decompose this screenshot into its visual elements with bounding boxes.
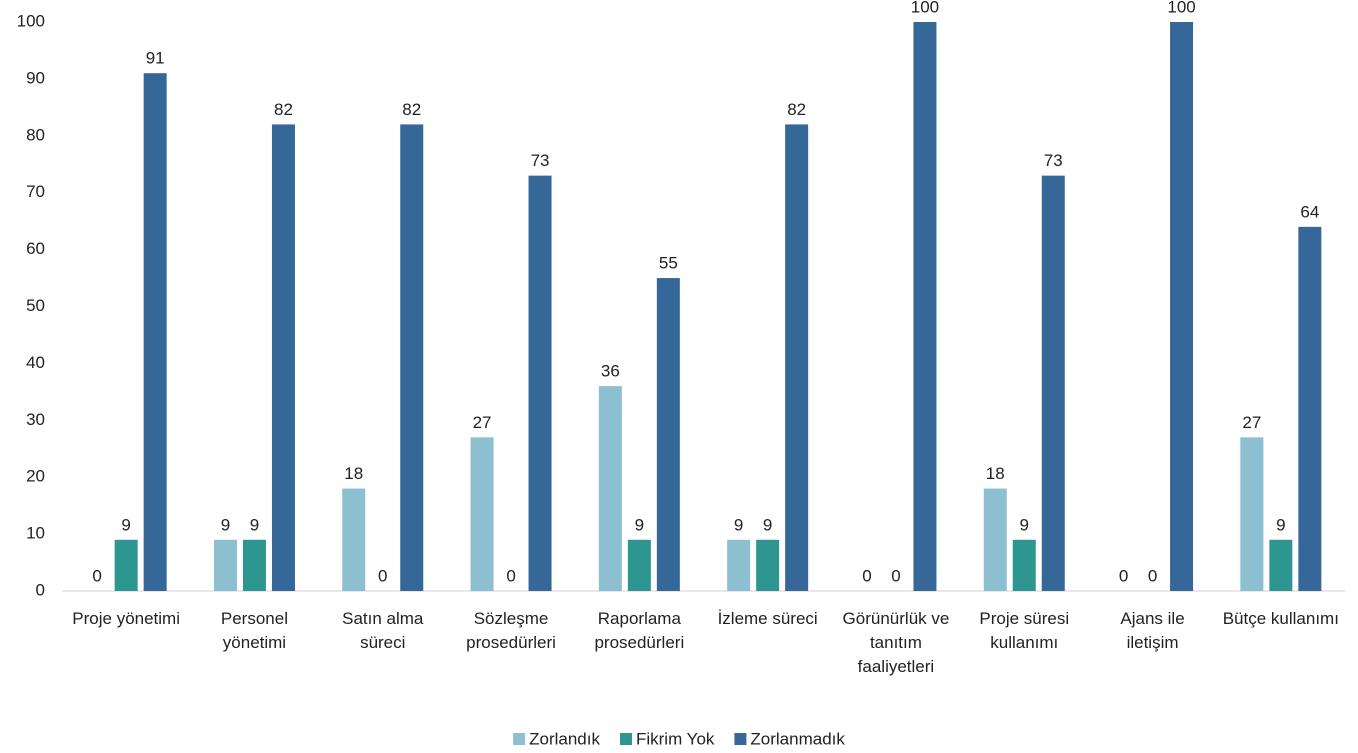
legend-swatch bbox=[619, 733, 632, 745]
bar bbox=[1240, 437, 1264, 591]
x-tick-label: Proje yönetimi bbox=[72, 609, 180, 628]
value-label: 27 bbox=[473, 413, 492, 432]
bar bbox=[242, 539, 266, 591]
value-label: 0 bbox=[506, 566, 515, 585]
bar bbox=[627, 539, 651, 591]
bar bbox=[913, 22, 937, 591]
bar bbox=[1012, 539, 1036, 591]
y-tick-label: 50 bbox=[26, 296, 45, 315]
y-tick-label: 70 bbox=[26, 182, 45, 201]
y-tick-label: 10 bbox=[26, 524, 45, 543]
bar bbox=[656, 278, 680, 591]
value-label: 0 bbox=[862, 566, 871, 585]
bar bbox=[1170, 22, 1194, 591]
bar bbox=[756, 539, 780, 591]
bar bbox=[528, 175, 552, 591]
value-label: 73 bbox=[1044, 151, 1063, 170]
bar bbox=[342, 488, 366, 591]
x-tick-label: Satın alma süreci bbox=[342, 609, 424, 652]
value-label: 0 bbox=[378, 566, 387, 585]
value-label: 0 bbox=[891, 566, 900, 585]
x-tick-label: Personel yönetimi bbox=[220, 609, 288, 652]
value-label: 9 bbox=[635, 515, 644, 534]
x-tick-label: Raporlama prosedürleri bbox=[594, 609, 685, 652]
y-tick-label: 60 bbox=[26, 239, 45, 258]
value-label: 9 bbox=[221, 515, 230, 534]
y-tick-label: 40 bbox=[26, 353, 45, 372]
value-label: 91 bbox=[146, 49, 165, 68]
y-tick-label: 90 bbox=[26, 68, 45, 87]
value-label: 82 bbox=[787, 100, 806, 119]
y-tick-label: 20 bbox=[26, 467, 45, 486]
x-tick-label: İzleme süreci bbox=[717, 609, 818, 628]
value-label: 55 bbox=[659, 254, 678, 273]
bar bbox=[727, 539, 751, 591]
x-tick-label: Bütçe kullanımı bbox=[1222, 609, 1339, 628]
value-label: 82 bbox=[402, 100, 421, 119]
value-label: 27 bbox=[1242, 413, 1261, 432]
bar bbox=[785, 124, 809, 592]
value-label: 73 bbox=[531, 151, 550, 170]
legend-label: Fikrim Yok bbox=[636, 729, 715, 748]
x-tick-label: Ajans ile iletişim bbox=[1120, 609, 1185, 652]
x-tick-label: Proje süresi kullanımı bbox=[979, 609, 1070, 652]
value-label: 18 bbox=[344, 464, 363, 483]
y-tick-label: 80 bbox=[26, 125, 45, 144]
x-tick-label: Sözleşme prosedürleri bbox=[466, 609, 556, 652]
value-label: 9 bbox=[763, 515, 772, 534]
bar bbox=[983, 488, 1007, 591]
value-label: 18 bbox=[986, 464, 1005, 483]
value-label: 36 bbox=[601, 362, 620, 381]
value-label: 82 bbox=[274, 100, 293, 119]
x-tick-label: Görünürlük ve tanıtım faaliyetleri bbox=[842, 609, 950, 676]
y-tick-label: 0 bbox=[36, 580, 45, 599]
value-label: 9 bbox=[121, 515, 130, 534]
bar bbox=[598, 386, 622, 591]
value-label: 100 bbox=[1167, 0, 1195, 16]
bar bbox=[400, 124, 424, 592]
bar bbox=[213, 539, 237, 591]
value-label: 9 bbox=[250, 515, 259, 534]
value-label: 0 bbox=[1148, 566, 1157, 585]
bar bbox=[114, 539, 138, 591]
value-label: 9 bbox=[734, 515, 743, 534]
bar bbox=[271, 124, 295, 592]
value-label: 64 bbox=[1300, 202, 1319, 221]
value-label: 100 bbox=[911, 0, 939, 16]
bar bbox=[1269, 539, 1293, 591]
bar bbox=[1298, 226, 1322, 591]
legend-label: Zorlanmadık bbox=[750, 729, 845, 748]
bar bbox=[143, 73, 167, 591]
y-tick-label: 30 bbox=[26, 410, 45, 429]
y-tick-label: 100 bbox=[17, 11, 45, 30]
legend-label: Zorlandık bbox=[529, 729, 600, 748]
bar bbox=[470, 437, 494, 591]
value-label: 0 bbox=[1119, 566, 1128, 585]
value-label: 9 bbox=[1020, 515, 1029, 534]
legend-swatch bbox=[734, 733, 747, 745]
value-label: 0 bbox=[92, 566, 101, 585]
legend-swatch bbox=[513, 733, 526, 745]
bar bbox=[1041, 175, 1065, 591]
value-label: 9 bbox=[1276, 515, 1285, 534]
